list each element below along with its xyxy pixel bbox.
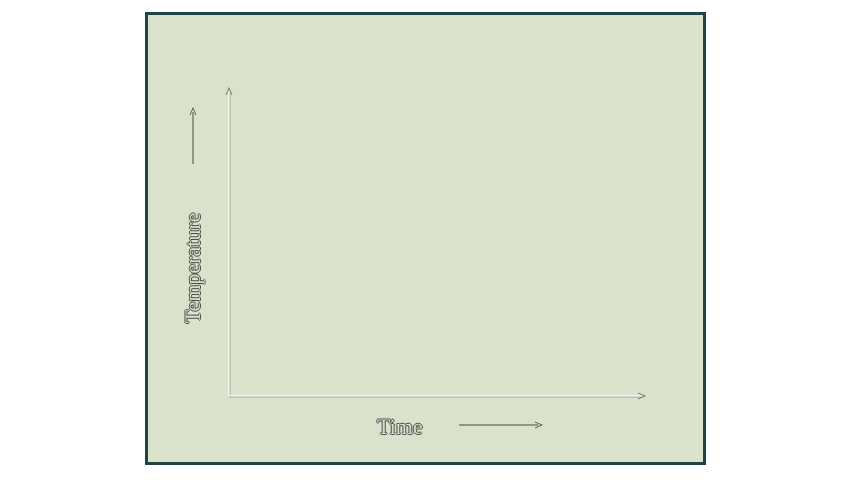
y-direction-arrow — [189, 106, 197, 164]
y-axis-label: Temperature — [180, 212, 205, 324]
x-direction-arrow — [459, 421, 544, 429]
x-axis — [229, 392, 647, 400]
y-axis — [225, 86, 233, 396]
chart-panel — [145, 12, 706, 465]
x-axis-label: Time — [377, 414, 423, 439]
